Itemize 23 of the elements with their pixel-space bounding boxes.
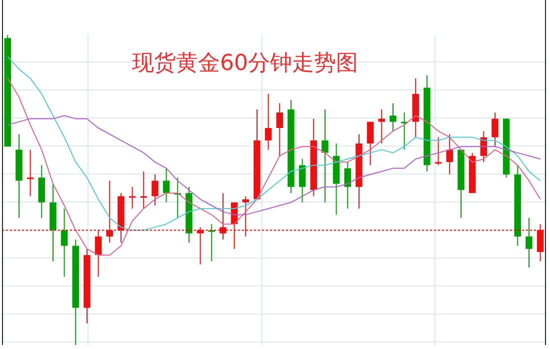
candlestick — [322, 108, 328, 203]
candlestick — [26, 149, 34, 197]
candlestick — [390, 102, 396, 132]
candlestick — [298, 158, 306, 203]
candlestick — [526, 217, 532, 268]
candlestick — [366, 121, 374, 166]
candlestick — [492, 112, 498, 148]
candlestick — [434, 136, 442, 166]
candlestick — [344, 162, 352, 210]
candlestick — [152, 174, 158, 206]
candlestick — [378, 108, 386, 144]
candlestick — [242, 196, 250, 237]
candlestick — [94, 230, 102, 278]
candlestick — [128, 186, 136, 210]
candlestick — [162, 168, 170, 203]
candlestick — [276, 102, 284, 156]
candlestick — [446, 134, 454, 175]
candlestick — [264, 93, 272, 150]
candlestick — [140, 170, 148, 210]
candlestick — [536, 224, 544, 262]
candlestick — [220, 192, 226, 240]
text: 现货黄金60分钟走势图 — [131, 50, 359, 78]
candlestick — [60, 208, 68, 278]
